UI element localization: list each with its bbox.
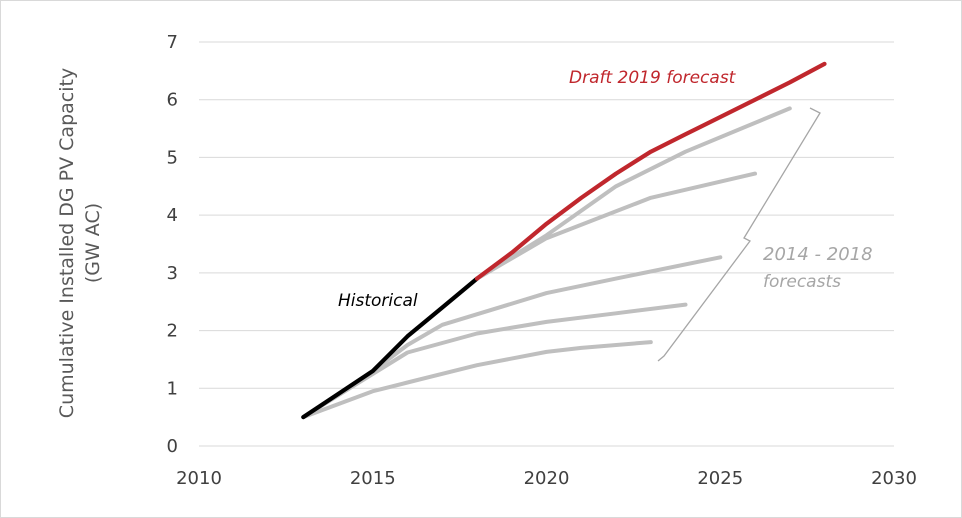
y-axis-title-line1: Cumulative Installed DG PV Capacity [56, 68, 78, 418]
y-tick-label: 7 [167, 32, 178, 53]
y-axis-tick-labels: 0 1 2 3 4 5 6 7 [167, 32, 178, 457]
series-lines [303, 64, 824, 417]
y-tick-label: 6 [167, 90, 178, 111]
forecasts-annotation-line1: 2014 - 2018 [763, 244, 873, 265]
y-tick-label: 1 [167, 378, 178, 399]
x-axis-tick-labels: 2010 2015 2020 2025 2030 [176, 468, 917, 489]
x-tick-label: 2010 [176, 468, 222, 489]
forecasts-bracket [658, 108, 820, 361]
y-axis-title-line2: (GW AC) [82, 203, 104, 283]
y-tick-label: 2 [167, 321, 178, 342]
y-tick-label: 3 [167, 263, 178, 284]
x-tick-label: 2015 [350, 468, 396, 489]
forecasts-annotation-line2: forecasts [763, 272, 841, 292]
x-tick-label: 2020 [524, 468, 570, 489]
y-tick-label: 0 [167, 436, 178, 457]
y-tick-label: 5 [167, 147, 178, 168]
historical-annotation: Historical [338, 291, 418, 311]
series-line-forecast-d [477, 174, 755, 279]
x-tick-label: 2030 [871, 468, 917, 489]
series-line-forecast-a [303, 342, 651, 417]
draft-forecast-annotation: Draft 2019 forecast [569, 68, 737, 88]
x-tick-label: 2025 [697, 468, 743, 489]
y-tick-label: 4 [167, 205, 178, 226]
